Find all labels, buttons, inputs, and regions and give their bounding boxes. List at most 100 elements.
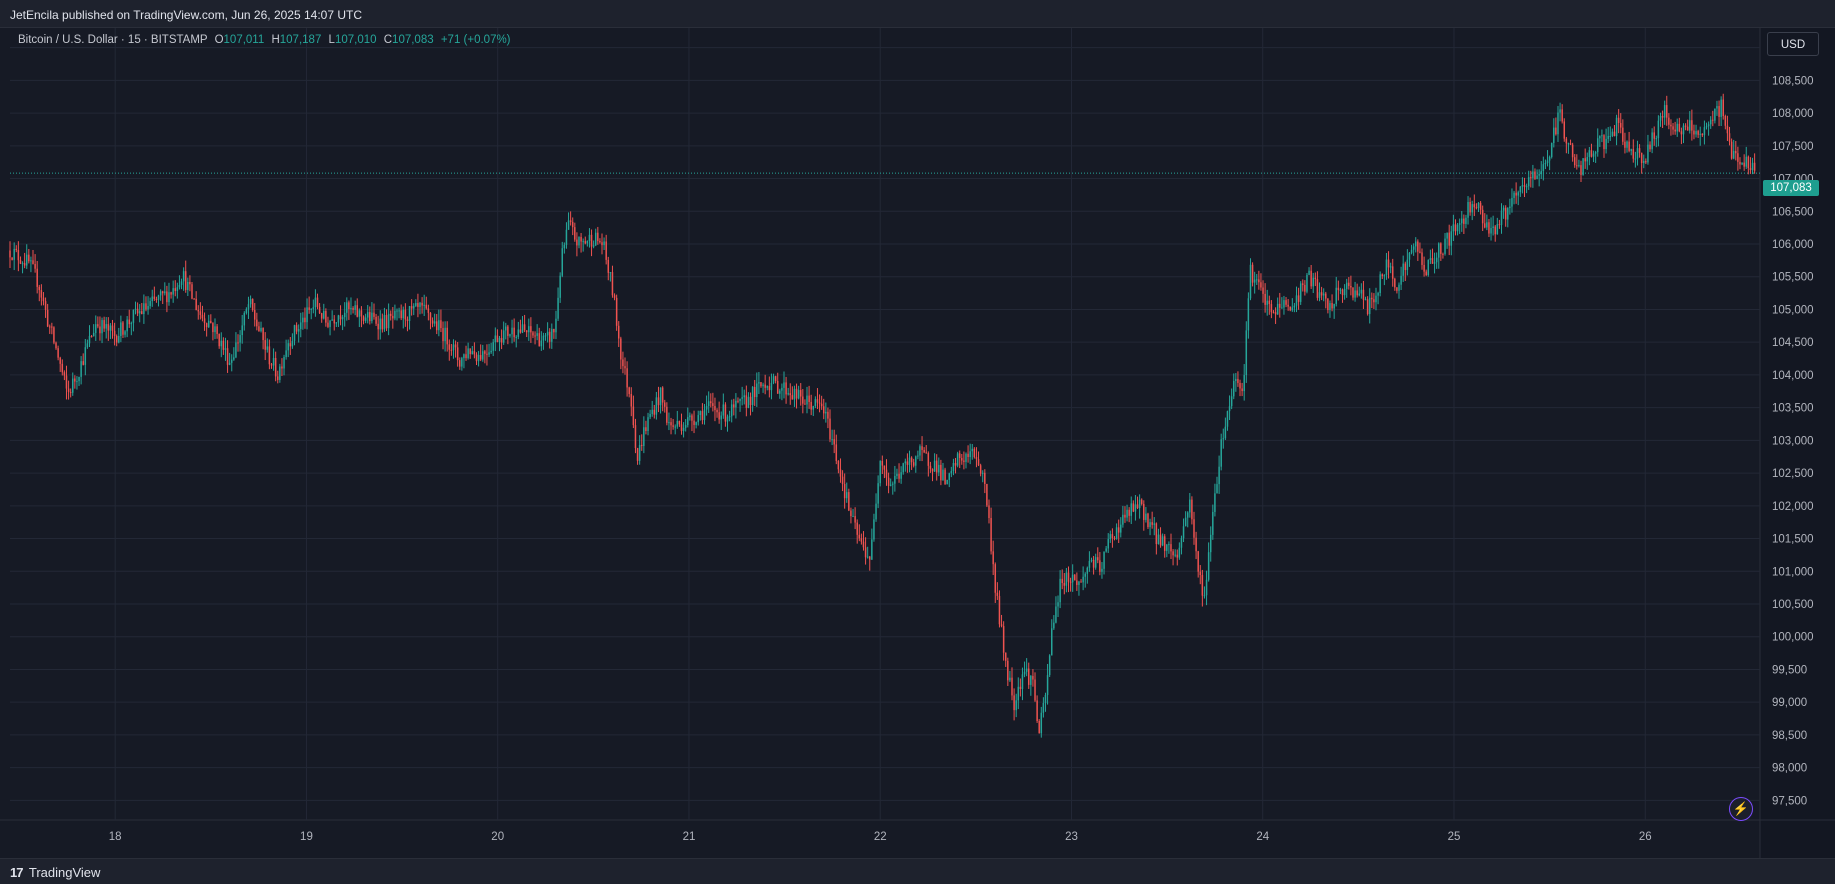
candle-body	[860, 538, 863, 542]
candle-body	[873, 519, 875, 540]
x-tick-label: 21	[683, 831, 696, 843]
candle-body	[640, 444, 643, 446]
candle-body	[1555, 127, 1557, 135]
candle-body	[1122, 514, 1124, 525]
candle-body	[1308, 270, 1310, 275]
y-tick-label: 99,000	[1772, 697, 1807, 709]
candle-body	[452, 344, 455, 351]
candle-body	[1293, 305, 1296, 308]
candle-body	[1423, 264, 1425, 272]
candle-body	[1147, 513, 1149, 528]
candle-body	[1689, 120, 1691, 131]
candle-body	[986, 483, 988, 506]
candle-body	[1034, 679, 1036, 701]
candle-body	[1427, 260, 1430, 276]
y-tick-label: 106,500	[1772, 206, 1814, 218]
candle-body	[1228, 406, 1231, 412]
candle-body	[126, 319, 128, 332]
candle-body	[674, 426, 676, 428]
candle-body	[302, 317, 304, 323]
candle-body	[1264, 293, 1266, 305]
candle-body	[622, 359, 624, 367]
candle-body	[492, 342, 494, 351]
candle-body	[678, 420, 681, 425]
candle-body	[1103, 551, 1105, 569]
candle-body	[387, 313, 390, 329]
candle-body	[268, 346, 271, 365]
candle-body	[306, 307, 308, 323]
candle-body	[389, 313, 392, 316]
candle-body	[666, 406, 668, 423]
candle-body	[461, 358, 463, 367]
candle-body	[1375, 295, 1377, 303]
candle-body	[184, 271, 187, 291]
candle-body	[611, 272, 614, 296]
candle-body	[1743, 162, 1745, 167]
candle-body	[1320, 292, 1323, 296]
candle-body	[1368, 297, 1371, 315]
candle-body	[396, 310, 398, 312]
candle-body	[1086, 567, 1089, 574]
candle-body	[1632, 149, 1635, 159]
candle-body	[1032, 675, 1034, 680]
candle-body	[346, 302, 348, 313]
low-value: 107,010	[334, 34, 377, 46]
candle-body	[383, 315, 386, 330]
candle-body	[956, 453, 959, 466]
y-tick-label: 107,500	[1772, 141, 1814, 153]
y-tick-label: 108,000	[1772, 108, 1814, 120]
candle-body	[961, 457, 963, 461]
candle-body	[1730, 141, 1733, 159]
candle-body	[1312, 277, 1314, 287]
candle-body	[145, 303, 147, 310]
candle-body	[998, 595, 1001, 625]
lightning-sparkle-icon[interactable]: ⚡	[1729, 797, 1753, 821]
candle-body	[1092, 559, 1095, 568]
candle-body	[1693, 130, 1695, 135]
chart-pane[interactable]: 97,500 98,000 98,500 99,000 99,500 100,000 100…	[0, 28, 1835, 858]
footer-bar: 17 TradingView	[0, 858, 1835, 884]
candle-body	[588, 234, 591, 242]
candle-body	[1333, 303, 1335, 309]
candle-body	[1571, 144, 1574, 158]
candle-body	[369, 312, 371, 322]
candle-body	[1429, 258, 1432, 261]
candle-body	[772, 376, 775, 383]
candle-body	[739, 398, 741, 402]
candle-body	[1247, 298, 1250, 331]
candle-body	[1471, 204, 1473, 213]
candle-body	[207, 320, 210, 328]
candle-body	[375, 316, 377, 324]
candle-body	[657, 397, 660, 406]
candle-body	[352, 307, 354, 310]
candle-body	[251, 298, 254, 311]
candle-body	[613, 295, 616, 298]
price-chart[interactable]: 97,500 98,000 98,500 99,000 99,500 100,000 100…	[0, 28, 1835, 858]
candle-body	[30, 260, 32, 262]
candle-body	[1638, 148, 1641, 153]
candle-body	[239, 335, 241, 343]
candle-body	[1712, 119, 1714, 121]
candle-body	[230, 359, 233, 363]
candle-body	[1747, 156, 1750, 169]
tradingview-brand[interactable]: 17 TradingView	[10, 865, 100, 880]
candle-body	[1078, 581, 1080, 585]
currency-button[interactable]: USD	[1767, 32, 1819, 56]
candle-body	[1074, 574, 1076, 581]
candle-body	[1226, 411, 1229, 427]
candle-body	[728, 416, 731, 418]
candle-body	[1707, 124, 1710, 127]
candle-body	[751, 386, 754, 406]
y-tick-label: 105,500	[1772, 272, 1814, 284]
candle-body	[86, 343, 89, 348]
candle-body	[1479, 202, 1482, 210]
candle-body	[990, 518, 992, 552]
symbol-title[interactable]: Bitcoin / U.S. Dollar · 15 · BITSTAMP	[18, 34, 208, 46]
candle-body	[1201, 575, 1204, 596]
candle-body	[1237, 378, 1239, 383]
candle-body	[55, 342, 57, 349]
candle-body	[1400, 275, 1402, 285]
candle-body	[1017, 686, 1020, 701]
candle-body	[1643, 161, 1645, 164]
candle-body	[624, 366, 626, 369]
